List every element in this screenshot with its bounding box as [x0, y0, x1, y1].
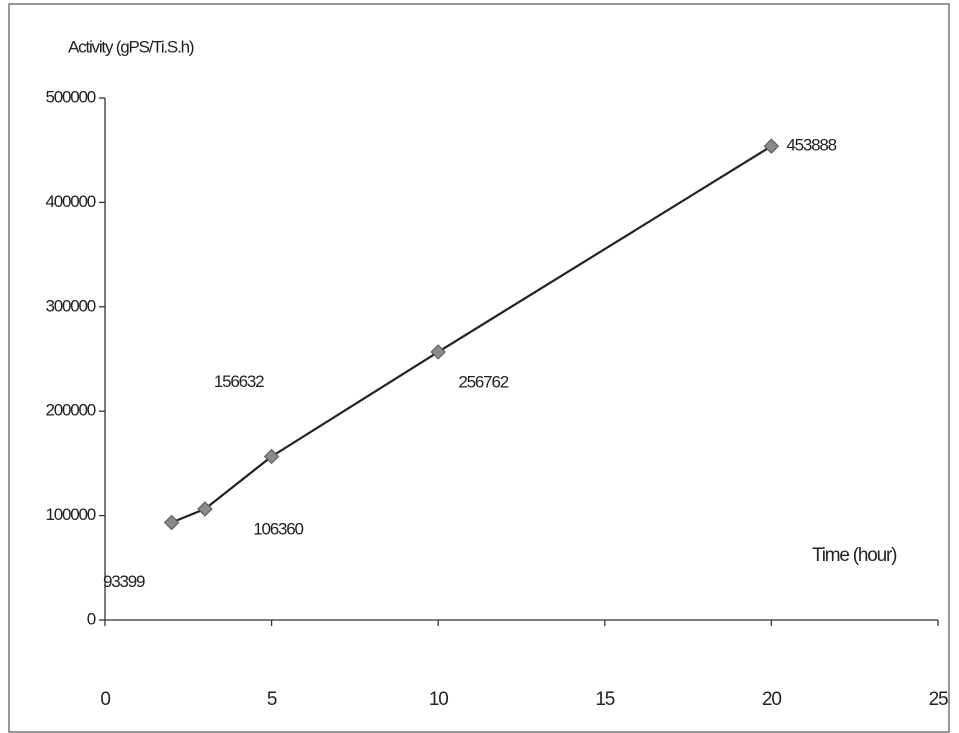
- y-tick-label: 300000: [45, 296, 95, 315]
- marker: [197, 501, 213, 517]
- data-label: 453888: [786, 136, 836, 155]
- marker: [763, 138, 780, 154]
- x-tick-label: 0: [100, 689, 110, 710]
- data-label: 256762: [458, 372, 508, 391]
- x-tick-label: 20: [762, 689, 781, 710]
- x-tick-label: 25: [929, 689, 948, 710]
- x-tick-label: 10: [429, 689, 448, 710]
- data-label: 93399: [103, 572, 145, 591]
- marker: [430, 344, 446, 360]
- x-tick-label: 5: [267, 689, 277, 710]
- x-axis-label: Time (hour): [812, 545, 897, 566]
- y-tick-label: 400000: [45, 192, 95, 211]
- y-tick-label: 100000: [45, 505, 95, 524]
- data-label: 106360: [253, 519, 303, 538]
- y-axis-label: Activity (gPS/Ti.S.h): [68, 37, 194, 56]
- y-tick-label: 500000: [45, 87, 95, 106]
- x-tick-label: 15: [595, 689, 614, 710]
- data-label: 156632: [214, 372, 264, 391]
- marker: [263, 448, 280, 465]
- y-tick-label: 0: [87, 609, 96, 628]
- data-line: [171, 145, 772, 524]
- marker: [163, 514, 180, 531]
- y-tick-label: 200000: [45, 401, 95, 420]
- frame: [8, 3, 950, 733]
